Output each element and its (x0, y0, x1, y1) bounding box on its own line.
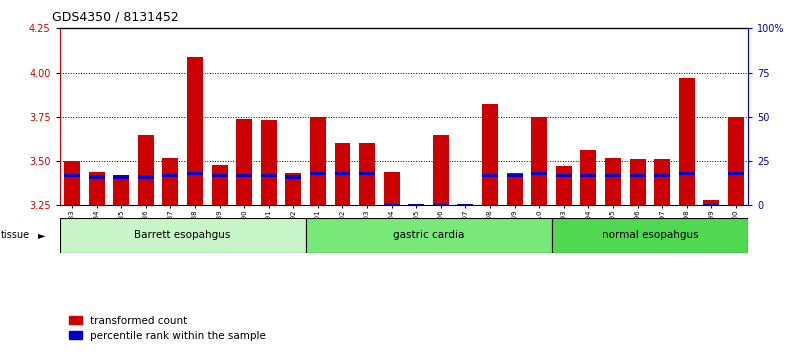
FancyBboxPatch shape (60, 218, 306, 253)
Bar (113, 175, 129, 205)
Bar (359, 143, 375, 205)
Bar (679, 78, 695, 205)
Text: GDS4350 / 8131452: GDS4350 / 8131452 (52, 11, 178, 24)
Bar (506, 173, 523, 177)
Bar (630, 173, 646, 177)
Bar (704, 204, 720, 207)
Bar (138, 175, 154, 178)
Bar (408, 204, 424, 207)
Bar (187, 172, 203, 175)
Bar (654, 173, 670, 177)
Bar (236, 173, 252, 177)
Bar (212, 165, 228, 205)
Bar (384, 204, 400, 207)
Bar (285, 175, 302, 178)
Text: gastric cardia: gastric cardia (393, 230, 464, 240)
Text: Barrett esopahgus: Barrett esopahgus (135, 230, 231, 240)
Bar (310, 172, 326, 175)
Bar (334, 172, 350, 175)
Bar (212, 173, 228, 177)
Bar (408, 204, 424, 205)
Bar (261, 173, 277, 177)
Bar (556, 173, 572, 177)
Bar (138, 135, 154, 205)
Bar (482, 104, 498, 205)
Bar (458, 204, 474, 205)
Bar (728, 172, 744, 175)
Bar (654, 159, 670, 205)
Bar (285, 173, 302, 205)
Text: normal esopahgus: normal esopahgus (602, 230, 698, 240)
Bar (433, 135, 449, 205)
Bar (187, 57, 203, 205)
Legend: transformed count, percentile rank within the sample: transformed count, percentile rank withi… (65, 312, 270, 345)
Bar (88, 172, 104, 205)
Bar (580, 150, 596, 205)
Bar (162, 158, 178, 205)
Bar (531, 117, 547, 205)
Bar (359, 172, 375, 175)
Bar (88, 175, 104, 178)
Bar (605, 173, 621, 177)
Bar (162, 173, 178, 177)
Bar (458, 204, 474, 207)
Bar (236, 119, 252, 205)
Bar (679, 172, 695, 175)
Bar (556, 166, 572, 205)
Bar (605, 158, 621, 205)
Bar (704, 200, 720, 205)
Bar (310, 117, 326, 205)
FancyBboxPatch shape (306, 218, 552, 253)
Text: ►: ► (38, 230, 45, 240)
Bar (64, 161, 80, 205)
FancyBboxPatch shape (552, 218, 748, 253)
Text: tissue: tissue (1, 230, 30, 240)
Bar (261, 120, 277, 205)
Bar (580, 173, 596, 177)
Bar (113, 175, 129, 178)
Bar (728, 117, 744, 205)
Bar (334, 143, 350, 205)
Bar (531, 172, 547, 175)
Bar (482, 173, 498, 177)
Bar (506, 173, 523, 205)
Bar (630, 159, 646, 205)
Bar (64, 173, 80, 177)
Bar (384, 172, 400, 205)
Bar (433, 204, 449, 207)
